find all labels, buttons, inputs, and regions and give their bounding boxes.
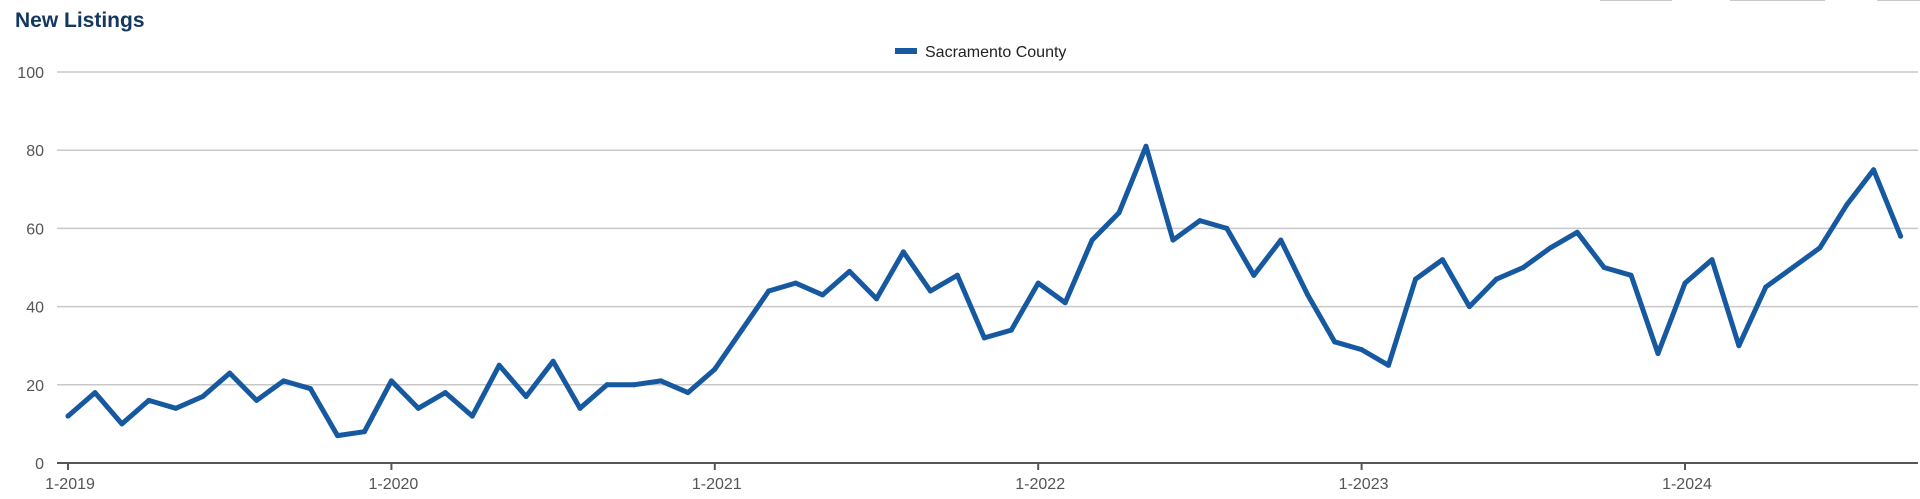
data-point[interactable] bbox=[1655, 351, 1661, 356]
data-point[interactable] bbox=[1547, 245, 1553, 251]
data-point[interactable] bbox=[766, 288, 772, 294]
data-point[interactable] bbox=[523, 394, 529, 399]
grid-lines bbox=[57, 71, 1918, 386]
y-tick-label: 20 bbox=[26, 378, 44, 395]
data-point[interactable] bbox=[1170, 237, 1176, 243]
data-point[interactable] bbox=[1359, 347, 1365, 353]
x-tick-label: 1-2024 bbox=[1662, 476, 1712, 493]
data-point[interactable] bbox=[712, 366, 718, 372]
data-point[interactable] bbox=[604, 382, 610, 388]
data-point[interactable] bbox=[1844, 202, 1850, 208]
toolbar-button[interactable] bbox=[1730, 0, 1825, 2]
data-point[interactable] bbox=[469, 413, 475, 419]
y-tick-label: 40 bbox=[26, 300, 44, 317]
data-point[interactable] bbox=[1224, 225, 1230, 231]
data-point[interactable] bbox=[335, 433, 340, 439]
axes: 0 20 40 60 80 100 1-2019 1-2020 1-2021 1-2022 1-20… bbox=[17, 65, 1918, 493]
data-point[interactable] bbox=[361, 429, 367, 435]
data-point[interactable] bbox=[847, 268, 852, 274]
x-tick-label: 1-2023 bbox=[1339, 476, 1389, 493]
series-layer bbox=[65, 143, 1904, 439]
data-point[interactable] bbox=[496, 362, 502, 368]
data-point[interactable] bbox=[927, 288, 933, 294]
legend[interactable]: Sacramento County bbox=[895, 44, 1066, 61]
data-point[interactable] bbox=[388, 378, 394, 384]
data-point[interactable] bbox=[1062, 300, 1068, 306]
data-point[interactable] bbox=[254, 397, 260, 403]
data-point[interactable] bbox=[442, 390, 448, 396]
data-point[interactable] bbox=[1278, 237, 1284, 243]
data-point[interactable] bbox=[874, 296, 879, 302]
data-point[interactable] bbox=[200, 394, 206, 399]
data-point[interactable] bbox=[1709, 257, 1715, 263]
series-line[interactable] bbox=[65, 143, 1904, 439]
toolbar-button[interactable] bbox=[1877, 0, 1920, 2]
y-tick-label: 80 bbox=[26, 143, 44, 160]
data-point[interactable] bbox=[685, 390, 691, 396]
data-point[interactable] bbox=[92, 390, 98, 396]
data-point[interactable] bbox=[631, 382, 637, 388]
data-point[interactable] bbox=[1520, 265, 1526, 270]
data-point[interactable] bbox=[1574, 229, 1580, 235]
data-point[interactable] bbox=[415, 405, 421, 411]
data-point[interactable] bbox=[1682, 280, 1688, 286]
data-point[interactable] bbox=[1601, 265, 1607, 270]
data-point[interactable] bbox=[281, 378, 287, 384]
data-point[interactable] bbox=[173, 405, 179, 411]
data-point[interactable] bbox=[1008, 327, 1014, 333]
data-point[interactable] bbox=[1251, 272, 1257, 278]
data-point[interactable] bbox=[1763, 284, 1769, 290]
data-point[interactable] bbox=[658, 378, 664, 384]
data-point[interactable] bbox=[65, 413, 71, 419]
data-point[interactable] bbox=[119, 421, 125, 427]
data-point[interactable] bbox=[1898, 233, 1904, 239]
data-point[interactable] bbox=[820, 292, 826, 298]
data-point[interactable] bbox=[1089, 237, 1095, 243]
data-point[interactable] bbox=[793, 280, 799, 286]
data-point[interactable] bbox=[1871, 167, 1877, 173]
chart-title: New Listings bbox=[15, 9, 145, 32]
data-point[interactable] bbox=[981, 335, 987, 341]
data-point[interactable] bbox=[577, 405, 583, 411]
data-point[interactable] bbox=[1332, 339, 1338, 345]
y-tick-label: 100 bbox=[17, 65, 44, 82]
data-point[interactable] bbox=[1440, 257, 1445, 263]
data-point[interactable] bbox=[1790, 265, 1796, 270]
x-tick-label: 1-2019 bbox=[45, 476, 95, 493]
x-tick-label: 1-2022 bbox=[1015, 476, 1065, 493]
y-tick-label: 0 bbox=[35, 456, 44, 473]
legend-swatch[interactable] bbox=[895, 48, 917, 54]
data-point[interactable] bbox=[550, 358, 556, 364]
data-point[interactable] bbox=[1305, 292, 1311, 298]
data-point[interactable] bbox=[1466, 304, 1472, 310]
data-point[interactable] bbox=[146, 397, 152, 403]
data-point[interactable] bbox=[739, 327, 745, 333]
x-tick-label: 1-2020 bbox=[368, 476, 418, 493]
data-point[interactable] bbox=[227, 370, 233, 376]
data-point[interactable] bbox=[1817, 245, 1823, 251]
data-point[interactable] bbox=[308, 386, 313, 392]
data-point[interactable] bbox=[1493, 276, 1499, 282]
data-point[interactable] bbox=[1413, 276, 1418, 282]
data-point[interactable] bbox=[1736, 343, 1742, 349]
data-point[interactable] bbox=[1628, 272, 1634, 278]
data-point[interactable] bbox=[1386, 362, 1391, 368]
legend-label[interactable]: Sacramento County bbox=[925, 44, 1066, 61]
toolbar-button[interactable] bbox=[1600, 0, 1672, 2]
data-point[interactable] bbox=[1143, 143, 1149, 149]
data-point[interactable] bbox=[1197, 218, 1203, 224]
y-tick-label: 60 bbox=[26, 221, 44, 238]
data-point[interactable] bbox=[900, 249, 906, 255]
data-point[interactable] bbox=[1116, 210, 1122, 216]
data-point[interactable] bbox=[1035, 280, 1041, 286]
x-tick-label: 1-2021 bbox=[692, 476, 742, 493]
data-point[interactable] bbox=[954, 272, 960, 278]
